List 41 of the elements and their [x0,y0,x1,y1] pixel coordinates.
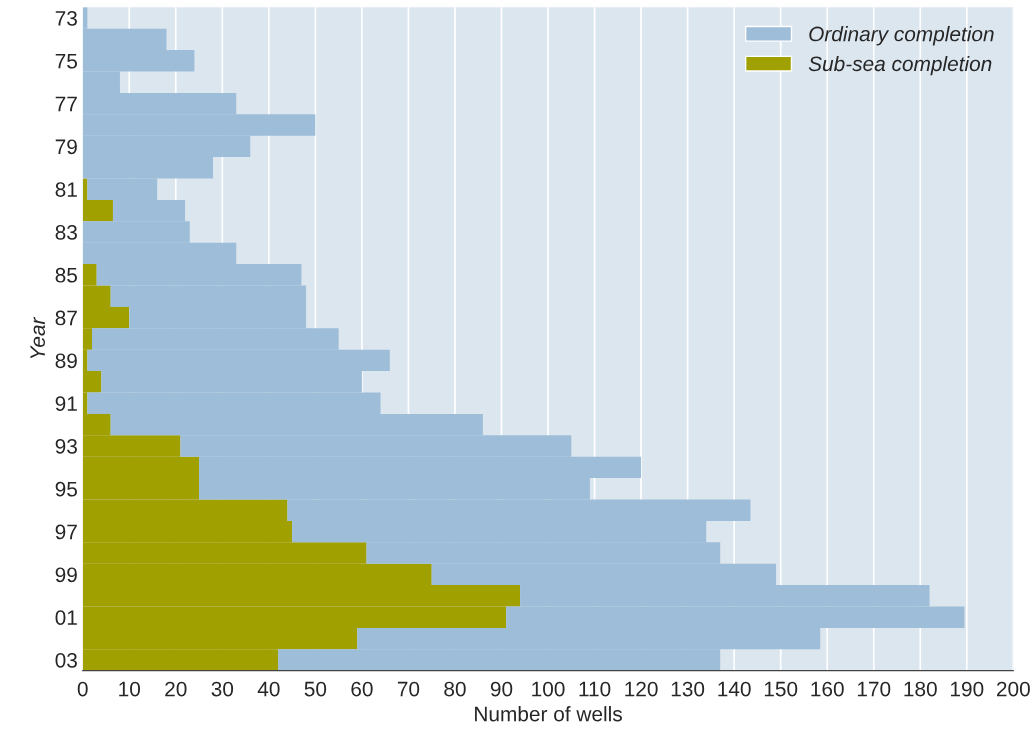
y-tick-label: 73 [55,10,77,26]
y-tick-label: 81 [55,182,77,197]
y-tick-label: 87 [55,310,77,326]
x-tick-label: 20 [165,681,187,697]
x-tick-label: 40 [257,681,280,697]
x-tick-label: 30 [211,681,234,697]
y-tick-label: 77 [55,96,77,112]
y-tick-label: 95 [55,481,77,497]
y-tick-label: 97 [55,524,77,540]
x-tick-label: 190 [951,681,984,697]
x-tick-label: 140 [718,681,751,697]
x-tick-label: 50 [304,681,327,697]
y-axis-title: Year [30,316,46,359]
x-tick-label: 80 [444,681,466,697]
y-tick-label: 85 [55,267,77,283]
y-tick-label: 01 [55,610,77,625]
y-tick-label: 99 [55,567,77,583]
x-tick-label: 180 [904,681,937,697]
x-tick-label: 170 [857,681,891,697]
y-tick-label: 79 [55,139,77,155]
x-axis-title: Number of wells [475,706,622,722]
y-tick-label: 89 [55,353,77,369]
y-tick-label: 91 [55,396,77,411]
x-tick-label: 120 [625,681,658,697]
x-tick-label: 110 [579,681,611,697]
x-tick-label: 100 [532,681,565,697]
y-tick-label: 03 [55,652,77,668]
y-tick-label: 83 [55,224,77,240]
x-tick-label: 130 [671,681,705,697]
x-tick-label: 10 [119,681,141,697]
x-tick-label: 70 [397,681,420,697]
x-tick-label: 200 [996,681,1030,697]
y-tick-label: 75 [55,54,77,69]
x-tick-label: 0 [77,681,88,697]
x-tick-label: 90 [490,681,513,697]
x-tick-label: 150 [764,681,798,697]
x-tick-label: 160 [811,681,844,697]
x-tick-label: 60 [351,681,373,697]
legend-label: Ordinary completion [809,26,994,46]
y-tick-label: 93 [55,438,77,454]
legend-label: Sub-sea completion [808,55,992,76]
